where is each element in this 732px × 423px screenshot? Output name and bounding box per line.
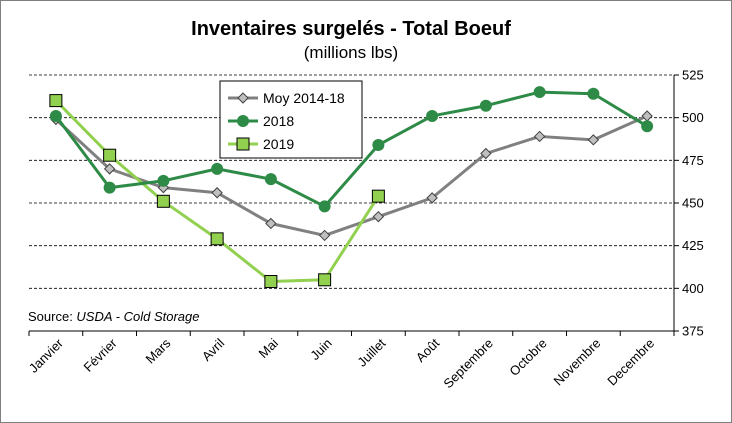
data-point-2019-juin	[318, 273, 332, 287]
legend-label-2019: 2019	[263, 136, 294, 152]
x-tick-label-aout: Août	[413, 335, 443, 365]
chart-subtitle: (millions lbs)	[304, 43, 398, 62]
legend-marker-moy-2014-18	[237, 92, 249, 104]
series-2019	[49, 94, 385, 289]
data-point-2018-decembre	[641, 120, 654, 133]
data-point-2019-fevrier	[103, 148, 117, 162]
y-tick-label-450: 450	[682, 196, 704, 211]
x-tick-label-novembre: Novembre	[550, 336, 603, 389]
data-point-2019-mars	[156, 194, 170, 208]
series-group	[49, 86, 654, 289]
x-tick-label-janvier: Janvier	[26, 335, 67, 376]
legend-marker-2018	[237, 115, 249, 127]
data-point-moy-2014-18-juin	[318, 229, 331, 242]
legend: Moy 2014-18 2018 2019	[219, 80, 363, 159]
data-point-moy-2014-18-decembre	[641, 110, 653, 122]
data-point-2018-septembre	[479, 99, 492, 112]
x-tick-label-juin: Juin	[307, 336, 334, 363]
data-point-2018-mars	[157, 174, 170, 187]
legend-marker-2019	[236, 137, 250, 151]
x-tick-label-decembre: Decembre	[604, 336, 657, 389]
source-prefix: Source:	[28, 309, 76, 324]
legend-item-2019: 2019	[228, 136, 294, 152]
x-tick-label-septembre: Septembre	[440, 336, 496, 392]
x-tick-label-avril: Avril	[199, 335, 227, 363]
data-point-2019-janvier	[49, 94, 63, 108]
data-point-2019-mai	[264, 275, 278, 289]
legend-label-moy-2014-18: Moy 2014-18	[263, 90, 345, 106]
data-point-moy-2014-18-aout	[426, 192, 438, 204]
data-point-2018-octobre	[533, 86, 546, 99]
data-point-moy-2014-18-novembre	[587, 134, 600, 146]
data-point-2018-fevrier	[103, 181, 116, 194]
y-tick-label-400: 400	[682, 281, 704, 296]
series-line-moy-2014-18	[54, 114, 648, 237]
y-tick-label-475: 475	[682, 153, 704, 168]
series-2018	[49, 86, 654, 213]
x-tick-label-mars: Mars	[142, 335, 173, 366]
y-tick-label-525: 525	[682, 68, 704, 83]
x-tick-label-mai: Mai	[256, 335, 281, 360]
x-tick-label-fevrier: Février	[81, 335, 121, 375]
data-point-2018-aout	[426, 109, 439, 122]
data-point-moy-2014-18-septembre	[480, 147, 492, 160]
data-point-2018-juin	[318, 200, 331, 213]
legend-item-2018: 2018	[228, 113, 294, 129]
y-axis-ticks: 375 400 425 450 475 500 525	[674, 68, 704, 339]
data-point-2018-juillet	[372, 138, 385, 151]
x-axis-ticks: Janvier Février Mars Avril Mai Juin Juillet Aoû…	[26, 331, 675, 392]
chart-title: Inventaires surgelés - Total Boeuf	[191, 18, 511, 40]
series-line-2018	[54, 90, 648, 208]
data-point-moy-2014-18-octobre	[533, 130, 546, 143]
series-moy-2014-18	[50, 110, 653, 242]
y-tick-label-500: 500	[682, 110, 704, 125]
data-point-moy-2014-18-avril	[211, 187, 223, 199]
x-tick-label-octobre: Octobre	[506, 336, 549, 379]
data-point-moy-2014-18-juillet	[372, 210, 385, 223]
data-point-2019-avril	[210, 232, 224, 246]
source-note: Source: USDA - Cold Storage	[28, 309, 200, 324]
source-text: USDA - Cold Storage	[76, 309, 199, 324]
data-point-moy-2014-18-mai	[265, 217, 277, 230]
data-point-2018-janvier	[49, 109, 62, 122]
y-tick-label-425: 425	[682, 238, 704, 253]
data-point-2019-juillet	[371, 189, 385, 203]
data-point-2018-mai	[264, 173, 277, 186]
data-point-2018-novembre	[587, 87, 600, 100]
x-tick-label-juillet: Juillet	[354, 335, 388, 369]
legend-item-moy-2014-18: Moy 2014-18	[228, 90, 345, 106]
data-point-moy-2014-18-fevrier	[103, 163, 116, 175]
y-tick-label-375: 375	[682, 324, 704, 339]
legend-label-2018: 2018	[263, 113, 294, 129]
data-point-2018-avril	[211, 162, 224, 175]
